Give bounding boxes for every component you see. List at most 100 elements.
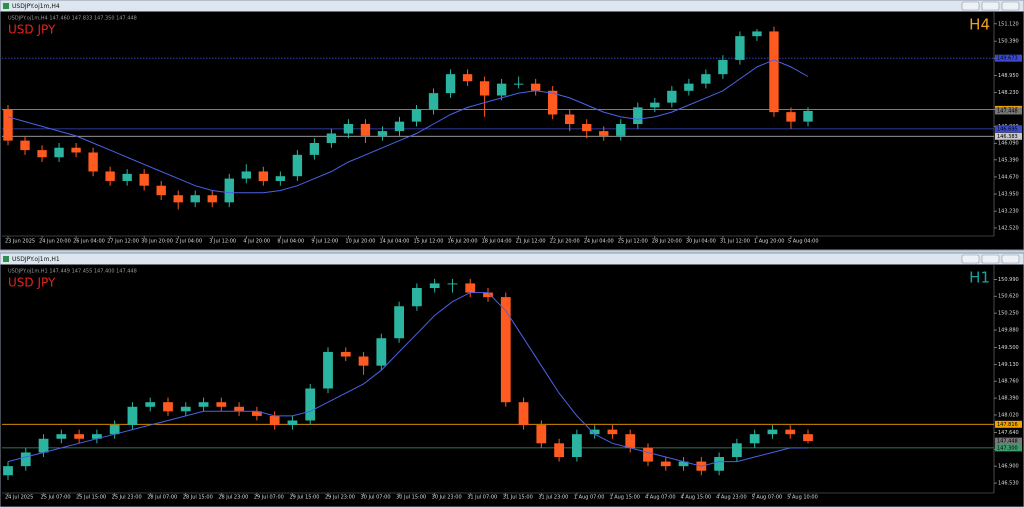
x-tick-label: 31 Jul 07:00 xyxy=(467,495,497,501)
candle-body xyxy=(616,124,626,136)
x-tick-label: 23 Jun 2025 xyxy=(5,239,35,245)
candle-body xyxy=(660,461,671,467)
candle-body xyxy=(735,36,745,60)
x-tick-label: 30 Jul 04:00 xyxy=(686,239,716,245)
candle-body xyxy=(241,171,251,179)
x-tick-label: 25 Jul 12:00 xyxy=(618,239,648,245)
x-tick-label: 24 Jul 2025 xyxy=(5,495,33,501)
candle-body xyxy=(269,415,280,426)
candle-body xyxy=(252,411,262,416)
candle-body xyxy=(3,466,13,476)
candle-body xyxy=(447,283,458,285)
x-tick-label: 31 Jul 15:00 xyxy=(503,495,533,501)
candle-body xyxy=(377,131,388,136)
candle-body xyxy=(56,434,67,439)
x-tick-label: 31 Jul 12:00 xyxy=(720,239,750,245)
y-tick-label: 146.530 xyxy=(998,481,1019,487)
price-line-label: 147.448 xyxy=(997,108,1018,114)
price-line-tag xyxy=(995,132,1022,140)
candle-body xyxy=(650,102,660,108)
window-button[interactable] xyxy=(961,254,980,264)
candle-body xyxy=(428,93,439,110)
price-line-label: 146.383 xyxy=(997,134,1018,140)
candle-body xyxy=(122,173,132,181)
y-tick-label: 146.090 xyxy=(998,141,1019,147)
y-tick-label: 143.230 xyxy=(998,209,1019,215)
x-tick-label: 1 Aug 20:00 xyxy=(754,239,785,245)
candle-body xyxy=(326,133,337,143)
x-tick-label: 5 Aug 04:00 xyxy=(788,239,819,245)
candle-body xyxy=(513,83,524,85)
candle-body xyxy=(224,178,234,203)
candle-body xyxy=(234,406,244,412)
candle-body xyxy=(216,402,227,407)
candle-body xyxy=(554,443,564,458)
candle-body xyxy=(803,110,813,122)
candle-body xyxy=(572,434,582,458)
x-tick-label: 28 Jul 15:00 xyxy=(183,495,213,501)
x-tick-label: 26 Jun 04:00 xyxy=(73,239,105,245)
y-tick-label: 150.620 xyxy=(998,294,1019,300)
window-title: USDJPY.oj1m,H1 xyxy=(12,256,60,263)
x-tick-label: 31 Jul 23:00 xyxy=(538,495,568,501)
price-line-tag xyxy=(995,125,1022,133)
y-tick-label: 149.130 xyxy=(998,362,1019,368)
x-tick-label: 15 Jul 12:00 xyxy=(414,239,444,245)
y-tick-label: 149.500 xyxy=(998,345,1019,351)
window-icon xyxy=(3,256,9,262)
candle-body xyxy=(38,438,49,453)
candle-body xyxy=(88,152,98,172)
candle-body xyxy=(786,112,796,122)
candle-body xyxy=(483,292,493,298)
candle-body xyxy=(643,447,653,462)
x-tick-label: 29 Jul 23:00 xyxy=(325,495,355,501)
window-button[interactable] xyxy=(961,1,980,11)
candle-body xyxy=(548,90,558,115)
price-line-label: 146.695 xyxy=(997,126,1018,132)
candle-body xyxy=(287,420,298,426)
candle-body xyxy=(71,147,81,153)
candle-body xyxy=(309,142,320,155)
candle-body xyxy=(54,147,64,158)
price-line-tag xyxy=(995,54,1022,62)
candle-body xyxy=(412,287,422,307)
x-tick-label: 16 Jul 20:00 xyxy=(448,239,478,245)
x-tick-label: 25 Jul 07:00 xyxy=(41,495,71,501)
y-tick-label: 148.020 xyxy=(998,412,1019,418)
candle-body xyxy=(500,297,511,403)
candle-body xyxy=(565,114,575,124)
candle-body xyxy=(411,109,422,122)
window-button[interactable] xyxy=(981,254,1000,264)
candle-body xyxy=(20,140,30,151)
price-line-tag xyxy=(995,420,1022,428)
x-tick-label: 10 Jul 20:00 xyxy=(345,239,375,245)
x-tick-label: 30 Jul 23:00 xyxy=(432,495,462,501)
candle-body xyxy=(292,154,303,177)
x-tick-label: 21 Jul 12:00 xyxy=(516,239,546,245)
window-button[interactable] xyxy=(1001,254,1020,264)
x-tick-label: 30 Jul 07:00 xyxy=(361,495,391,501)
candle-body xyxy=(536,425,547,444)
candle-body xyxy=(127,406,138,426)
x-tick-label: 28 Jul 07:00 xyxy=(147,495,177,501)
window-button[interactable] xyxy=(1001,1,1020,11)
moving-average xyxy=(7,292,808,467)
candle-body xyxy=(684,83,694,91)
x-tick-label: 3 Jul 12:00 xyxy=(209,239,236,245)
x-tick-label: 4 Aug 07:00 xyxy=(645,495,676,501)
window-button[interactable] xyxy=(981,1,1000,11)
candle-body xyxy=(139,173,149,186)
candle-body xyxy=(445,74,456,94)
x-tick-label: 24 Jul 04:00 xyxy=(584,239,614,245)
x-tick-label: 27 Jun 12:00 xyxy=(107,239,139,245)
candle-body xyxy=(625,434,636,448)
y-tick-label: 149.880 xyxy=(998,328,1019,334)
candle-body xyxy=(163,402,173,412)
candle-body xyxy=(667,90,677,103)
candle-body xyxy=(180,406,191,412)
window-frame xyxy=(0,0,1024,251)
y-tick-label: 148.230 xyxy=(998,90,1019,96)
symbol-label: USD JPY xyxy=(8,23,56,37)
y-tick-label: 148.760 xyxy=(998,379,1019,385)
